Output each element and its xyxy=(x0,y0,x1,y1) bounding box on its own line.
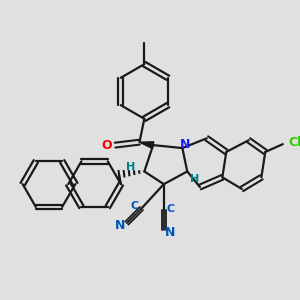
Text: C: C xyxy=(167,203,175,214)
Polygon shape xyxy=(140,142,154,148)
Text: H: H xyxy=(126,162,135,172)
Text: H: H xyxy=(190,174,200,184)
Text: O: O xyxy=(101,139,112,152)
Text: C: C xyxy=(130,201,139,211)
Text: Cl: Cl xyxy=(288,136,300,149)
Text: N: N xyxy=(180,138,190,151)
Text: N: N xyxy=(115,219,125,232)
Text: N: N xyxy=(164,226,175,239)
